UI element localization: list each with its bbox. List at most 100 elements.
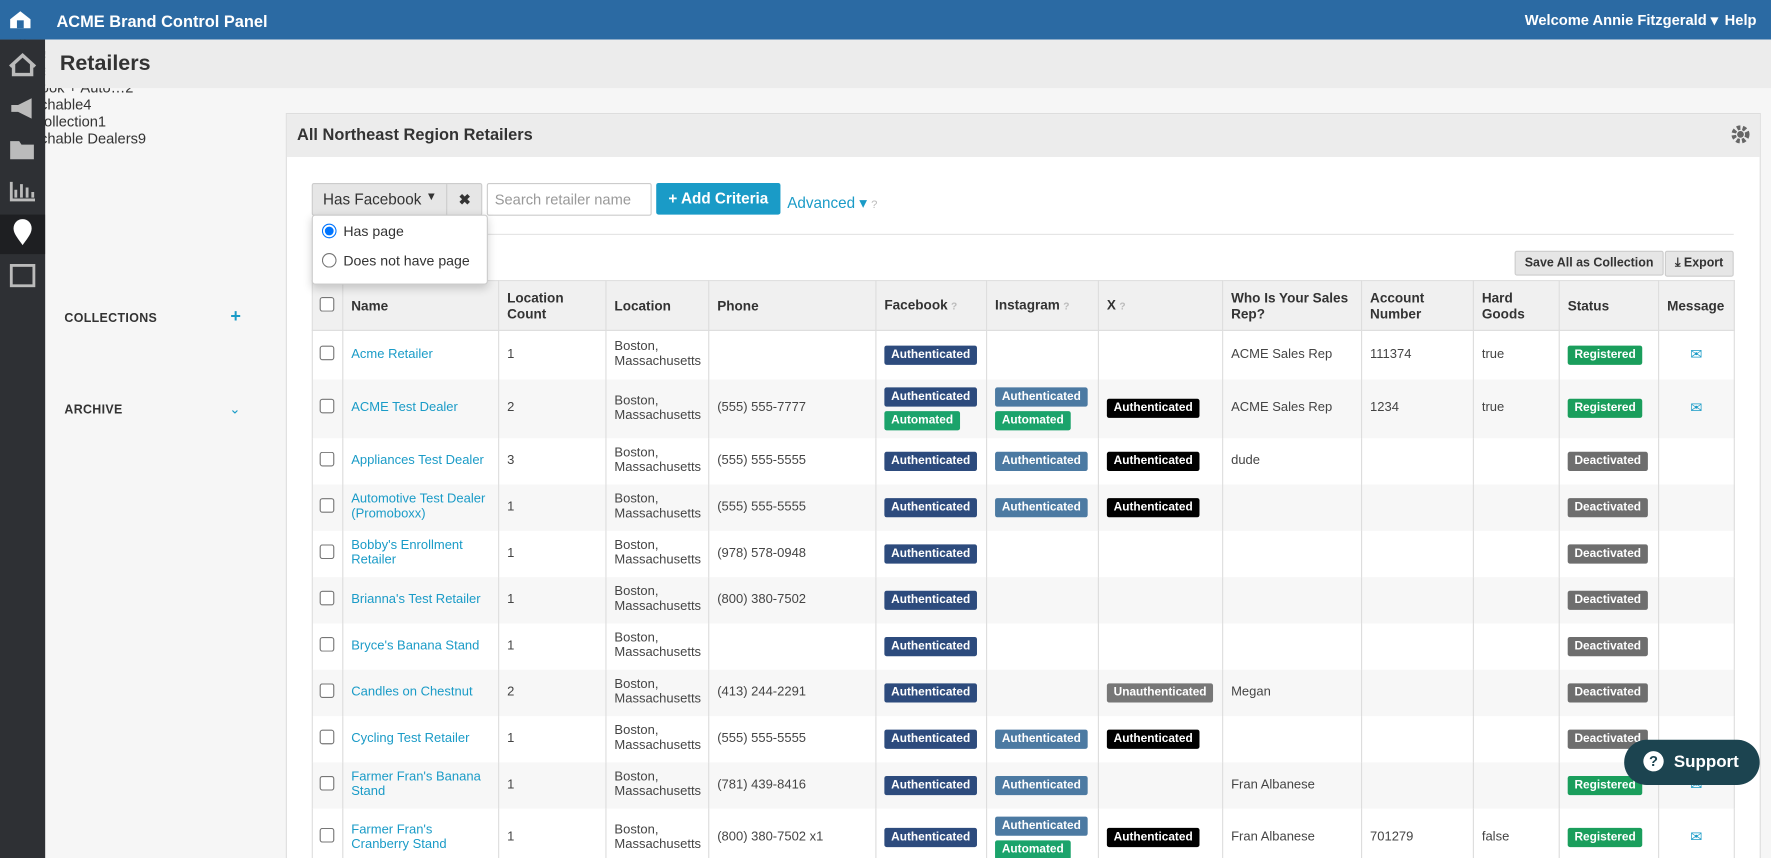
header-cell[interactable]: Account Number (1360, 280, 1474, 331)
header-cell[interactable]: Status (1558, 280, 1660, 331)
row-checkbox[interactable] (319, 827, 335, 843)
retailer-link[interactable]: Acme Retailer (351, 347, 433, 362)
header-cell[interactable]: X? (1097, 280, 1224, 331)
header-cell[interactable]: Message (1658, 280, 1735, 331)
row-checkbox[interactable] (319, 590, 335, 605)
add-collection[interactable]: + (230, 307, 241, 327)
cell: Registered (1558, 761, 1660, 809)
row-checkbox[interactable] (319, 543, 335, 559)
filter-option[interactable]: Does not have page (321, 252, 470, 269)
radio[interactable] (321, 223, 337, 239)
retailer-link[interactable]: Bobby's Enrollment Retailer (351, 538, 463, 567)
header-cell[interactable]: Facebook? (875, 280, 988, 331)
location-count: 1 (507, 830, 515, 844)
message-icon[interactable]: ✉ (1690, 827, 1703, 845)
row-checkbox[interactable] (319, 497, 335, 513)
table-row: Automotive Test Dealer (Promoboxx) 1 Bosto… (311, 483, 1735, 531)
cell: 701279 (1360, 808, 1474, 858)
retailer-link[interactable]: Farmer Fran's Cranberry Stand (351, 822, 447, 852)
cell (1360, 576, 1474, 623)
calendar-icon[interactable] (9, 264, 36, 288)
cell: Authenticated Automated (875, 378, 988, 438)
badge: Authenticated (884, 827, 978, 848)
row-checkbox[interactable] (319, 398, 335, 414)
pin-icon[interactable] (13, 219, 32, 246)
retailer-link[interactable]: Appliances Test Dealer (351, 453, 484, 468)
help-link[interactable]: Help (1724, 11, 1757, 29)
hard-goods: false (1481, 830, 1510, 844)
cell (1472, 530, 1560, 577)
header-cell[interactable]: Instagram? (986, 280, 1099, 331)
header-cell[interactable]: Location (605, 280, 710, 331)
row-checkbox[interactable] (319, 451, 335, 466)
retailer-link[interactable]: Farmer Fran's Banana Stand (351, 770, 481, 799)
badge: Authenticated (995, 451, 1088, 471)
cell: Deactivated (1558, 715, 1660, 762)
retailer-link[interactable]: ACME Test Dealer (351, 400, 458, 415)
row-checkbox[interactable] (319, 682, 335, 698)
cell (311, 576, 344, 623)
chart-icon[interactable] (9, 181, 36, 202)
cell: (555) 555-5555 (708, 715, 877, 762)
badge: Authenticated (995, 386, 1088, 407)
remove-filter[interactable]: ✖ (446, 184, 482, 215)
retailer-link[interactable]: Automotive Test Dealer (Promoboxx) (351, 492, 486, 521)
divider (311, 233, 1734, 235)
save-collection-button[interactable]: Save All as Collection (1514, 250, 1664, 276)
cell: 1 (498, 576, 607, 623)
cell (1658, 437, 1735, 484)
archive-toggle[interactable]: ⌄ (229, 400, 241, 417)
filter-dropdown[interactable]: Has Facebook ▼ ✖ (311, 182, 483, 216)
radio[interactable] (321, 252, 337, 268)
retailer-link[interactable]: Bryce's Banana Stand (351, 638, 480, 653)
badge-wrap: Authenticated (1106, 727, 1214, 751)
retailer-link[interactable]: Brianna's Test Retailer (351, 592, 481, 606)
cell: 1 (498, 622, 607, 670)
cell (1658, 483, 1735, 531)
search-input[interactable]: Search retailer name (486, 182, 652, 216)
search-placeholder: Search retailer name (494, 190, 631, 208)
header-cell[interactable]: Who Is Your Sales Rep? (1222, 280, 1363, 331)
export-button[interactable]: ⤓ Export (1664, 250, 1734, 277)
cell: 3 (498, 437, 607, 484)
header-row: Name Location Count Location Phone Facebook?… (311, 280, 1735, 331)
cell: Authenticated (875, 437, 988, 484)
sales-rep: dude (1231, 453, 1261, 468)
cell (1472, 715, 1560, 762)
campaign-icon[interactable] (11, 98, 32, 119)
filter-option[interactable]: Has page (321, 223, 404, 239)
sales-rep: ACME Sales Rep (1231, 347, 1333, 362)
header-cell[interactable]: Hard Goods (1472, 280, 1560, 331)
cell (311, 483, 344, 531)
cell (986, 330, 1099, 379)
advanced-link[interactable]: Advanced ▾ ? (787, 194, 878, 212)
message-icon[interactable]: ✉ (1690, 398, 1703, 416)
row-checkbox[interactable] (319, 729, 335, 744)
cell: 2 (498, 669, 607, 716)
select-all[interactable] (319, 296, 335, 312)
cell: Authenticated (986, 437, 1099, 484)
message-icon[interactable]: ✉ (1690, 345, 1703, 363)
user-menu[interactable]: Welcome Annie Fitzgerald ▾ (1524, 11, 1719, 29)
nav-rail (0, 39, 46, 858)
row-checkbox[interactable] (319, 345, 335, 361)
cell (1360, 530, 1474, 577)
home-icon[interactable] (9, 53, 37, 77)
cell: (781) 439-8416 (708, 761, 877, 809)
header-cell[interactable]: Phone (708, 280, 877, 331)
support-button[interactable]: ? Support (1624, 739, 1760, 785)
folder-icon[interactable] (10, 141, 34, 160)
header-cell[interactable]: Name (342, 280, 500, 331)
retailer-link[interactable]: Candles on Chestnut (351, 685, 473, 699)
cell: Boston, Massachusetts (605, 483, 710, 531)
cell: (555) 555-5555 (708, 437, 877, 484)
row-checkbox[interactable] (319, 775, 335, 791)
row-checkbox[interactable] (319, 636, 335, 652)
header-cell[interactable]: Location Count (498, 280, 607, 331)
list-item[interactable]: Unreachable4 (0, 96, 1771, 113)
cell (1360, 761, 1474, 809)
retailer-link[interactable]: Cycling Test Retailer (351, 731, 470, 745)
add-criteria-button[interactable]: + Add Criteria (656, 182, 781, 215)
settings-icon[interactable] (1730, 124, 1750, 144)
